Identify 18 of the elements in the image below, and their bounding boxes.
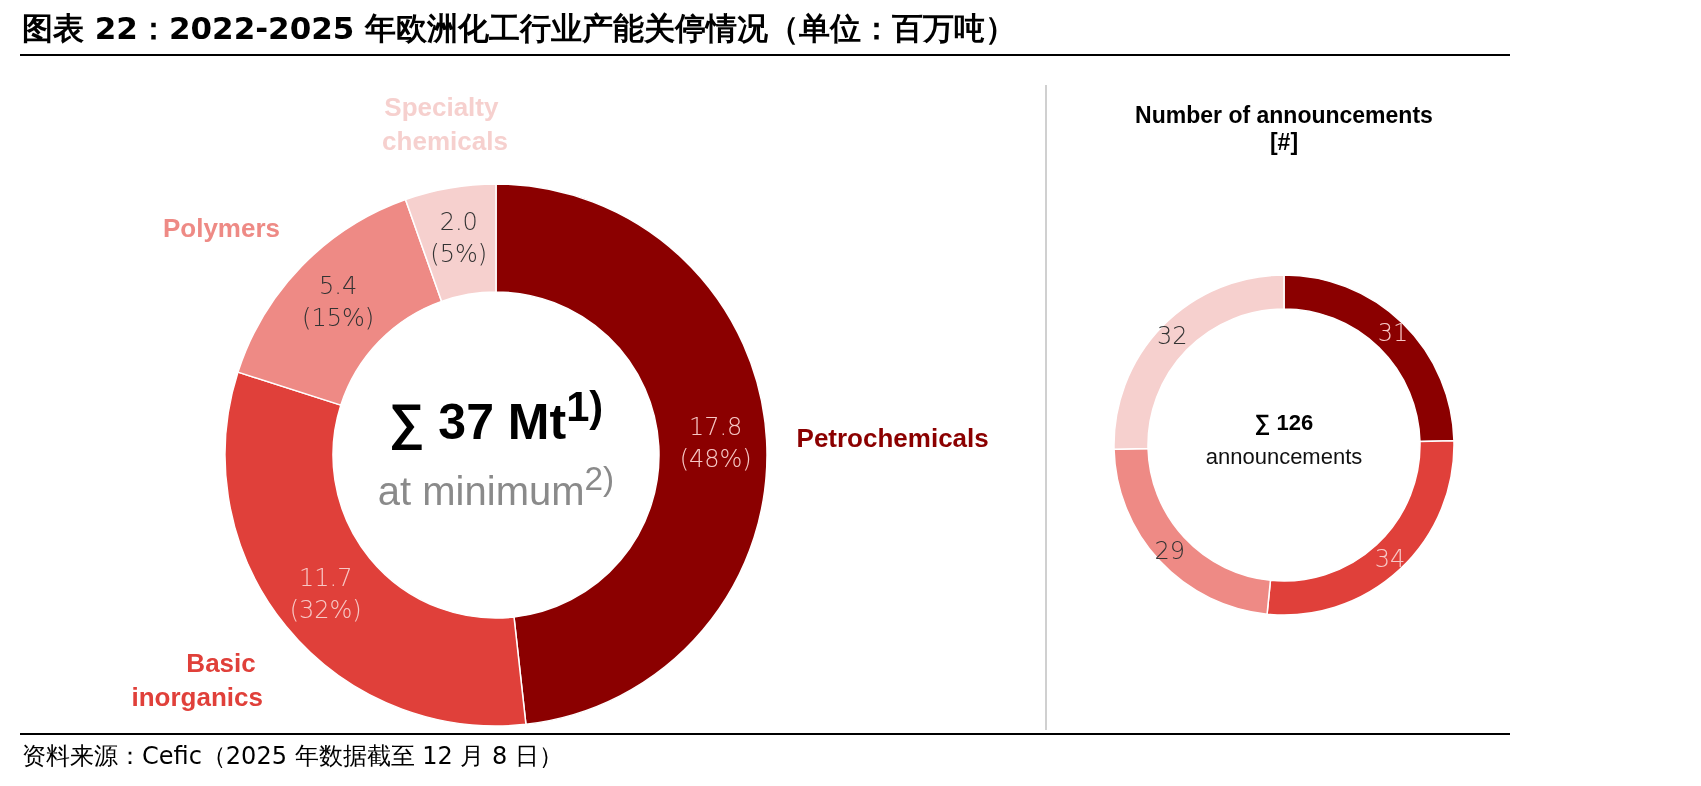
data-label: 5.4 (15%): [302, 271, 375, 332]
slice-label: Petrochemicals: [796, 423, 989, 454]
data-label: 17.8 (48%): [679, 412, 752, 473]
text: ∑ 37 Mt$^{1)}$: [388, 383, 604, 451]
text: at minimum$^{2)}$: [377, 460, 615, 514]
data-label: 31: [1377, 319, 1409, 348]
data-label: 2.0 (5%): [430, 208, 488, 269]
data-label: 32: [1157, 322, 1188, 351]
slice-label: Basic inorganics: [131, 647, 263, 712]
data-label: 29: [1154, 537, 1185, 566]
data-label: 34: [1374, 545, 1406, 574]
slice-label: Polymers: [162, 213, 281, 244]
chart-title: Number of announcements [#]: [1134, 102, 1434, 156]
data-label: 11.7 (32%): [289, 564, 362, 625]
text: ∑ 126: [1254, 410, 1314, 436]
text: announcements: [1205, 444, 1363, 470]
text: 资料来源：Cefic（2025 年数据截至 12 月 8 日）: [22, 741, 563, 772]
chart-title: 图表 22：2022-2025 年欧洲化工行业产能关停情况（单位：百万吨）: [22, 9, 1017, 48]
